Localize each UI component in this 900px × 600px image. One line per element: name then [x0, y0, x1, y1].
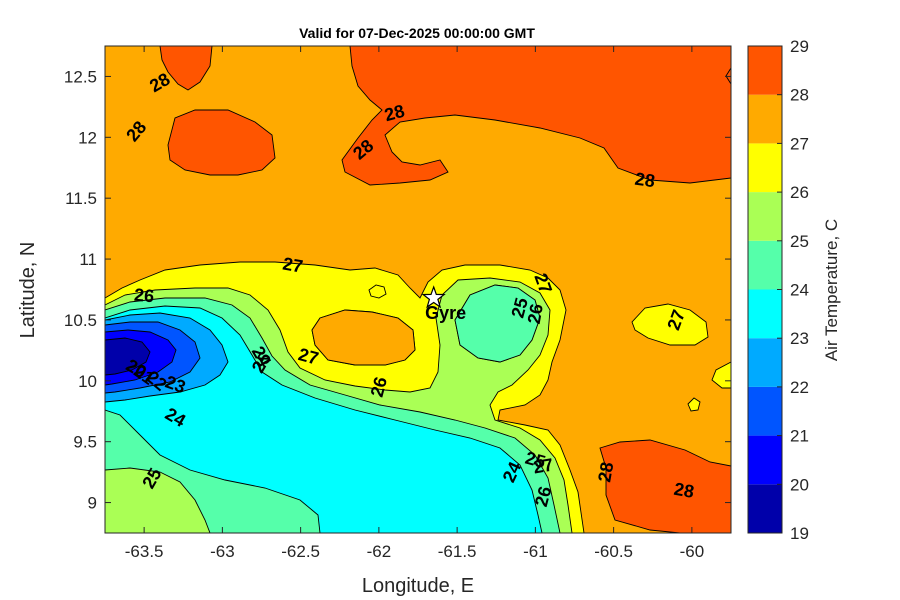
colorbar-segment [748, 484, 782, 533]
colorbar-tick-label: 29 [790, 37, 809, 56]
colorbar: 19 20 21 22 23 24 25 26 27 28 29 [747, 37, 809, 543]
y-tick-label: 12.5 [64, 67, 97, 86]
x-tick-label: -62.5 [281, 542, 320, 561]
contour-label: 28 [672, 479, 695, 502]
y-tick-label: 12 [78, 128, 97, 147]
colorbar-tick-label: 22 [790, 378, 809, 397]
region-28-se [599, 439, 731, 533]
contour-label: 26 [367, 375, 392, 400]
x-tick-label: -63.5 [125, 542, 164, 561]
contour-label: 28 [382, 101, 407, 126]
colorbar-segment [748, 240, 782, 290]
y-axis-label: Latitude, N [17, 242, 39, 339]
region-28-nw [159, 46, 213, 91]
colorbar-tick-label: 21 [790, 427, 809, 446]
region-28-north [341, 46, 731, 186]
contour-label: 26 [133, 285, 155, 307]
colorbar-segment [748, 338, 782, 387]
region-26-blob-west [368, 284, 387, 299]
colorbar-segment [748, 94, 782, 144]
colorbar-tick-label: 27 [790, 134, 809, 153]
colorbar-tick-label: 23 [790, 329, 809, 348]
colorbar-segment [748, 435, 782, 485]
region-26-dot [687, 397, 701, 412]
y-tick-label: 11.5 [65, 189, 97, 208]
y-tick-label: 10 [78, 372, 97, 391]
y-axis: 9 9.5 10 10.5 11 11.5 12 12.5 [64, 67, 731, 513]
station-label: Gyre [425, 303, 466, 323]
axes-box [104, 45, 732, 534]
x-tick-label: -61.5 [438, 542, 477, 561]
chart-title: Valid for 07-Dec-2025 00:00:00 GMT [299, 25, 535, 41]
x-tick-label: -63 [210, 542, 235, 561]
colorbar-segment [748, 143, 782, 193]
colorbar-segment [748, 46, 782, 95]
region-27-pocket [311, 309, 416, 366]
region-24-pocket [454, 284, 541, 363]
x-tick-label: -60 [680, 542, 705, 561]
colorbar-segment [748, 386, 782, 436]
plot-area [105, 46, 731, 533]
station-star-icon [421, 285, 446, 309]
colorbar-tick-label: 25 [790, 232, 809, 251]
contour-label: 26 [531, 484, 556, 509]
contour-label: 28 [634, 169, 657, 192]
region-25-sw [105, 467, 211, 533]
contour-label: 28 [594, 461, 617, 484]
x-axis: -63.5 -63 -62.5 -62 -61.5 -61 -60.5 -60 [125, 46, 704, 561]
colorbar-tick-label: 19 [790, 524, 809, 543]
x-tick-label: -60.5 [594, 542, 633, 561]
y-tick-label: 10.5 [64, 311, 97, 330]
colorbar-tick-label: 26 [790, 183, 809, 202]
region-26-edge-east [711, 361, 731, 389]
colorbar-tick-label: 24 [790, 281, 809, 300]
y-tick-label: 11 [79, 250, 97, 269]
stations: Gyre [421, 285, 466, 323]
colorbar-segment [748, 192, 782, 241]
region-26-east-blob [631, 303, 709, 346]
colorbar-segment [748, 289, 782, 339]
colorbar-tick-label: 20 [790, 475, 809, 494]
contour-label: 26 [524, 302, 547, 325]
x-tick-label: -62 [367, 542, 392, 561]
x-axis-label: Longitude, E [362, 575, 474, 597]
contour-label: 27 [296, 344, 321, 369]
colorbar-tick-label: 28 [790, 86, 809, 105]
contour-label: 27 [532, 454, 555, 477]
y-tick-label: 9.5 [73, 433, 97, 452]
contour-label: 27 [281, 254, 304, 277]
colorbar-label: Air Temperature, C [822, 219, 841, 361]
region-28-island [167, 109, 276, 176]
x-tick-label: -61 [523, 542, 548, 561]
region-19 [105, 337, 151, 376]
y-tick-label: 9 [88, 494, 97, 513]
